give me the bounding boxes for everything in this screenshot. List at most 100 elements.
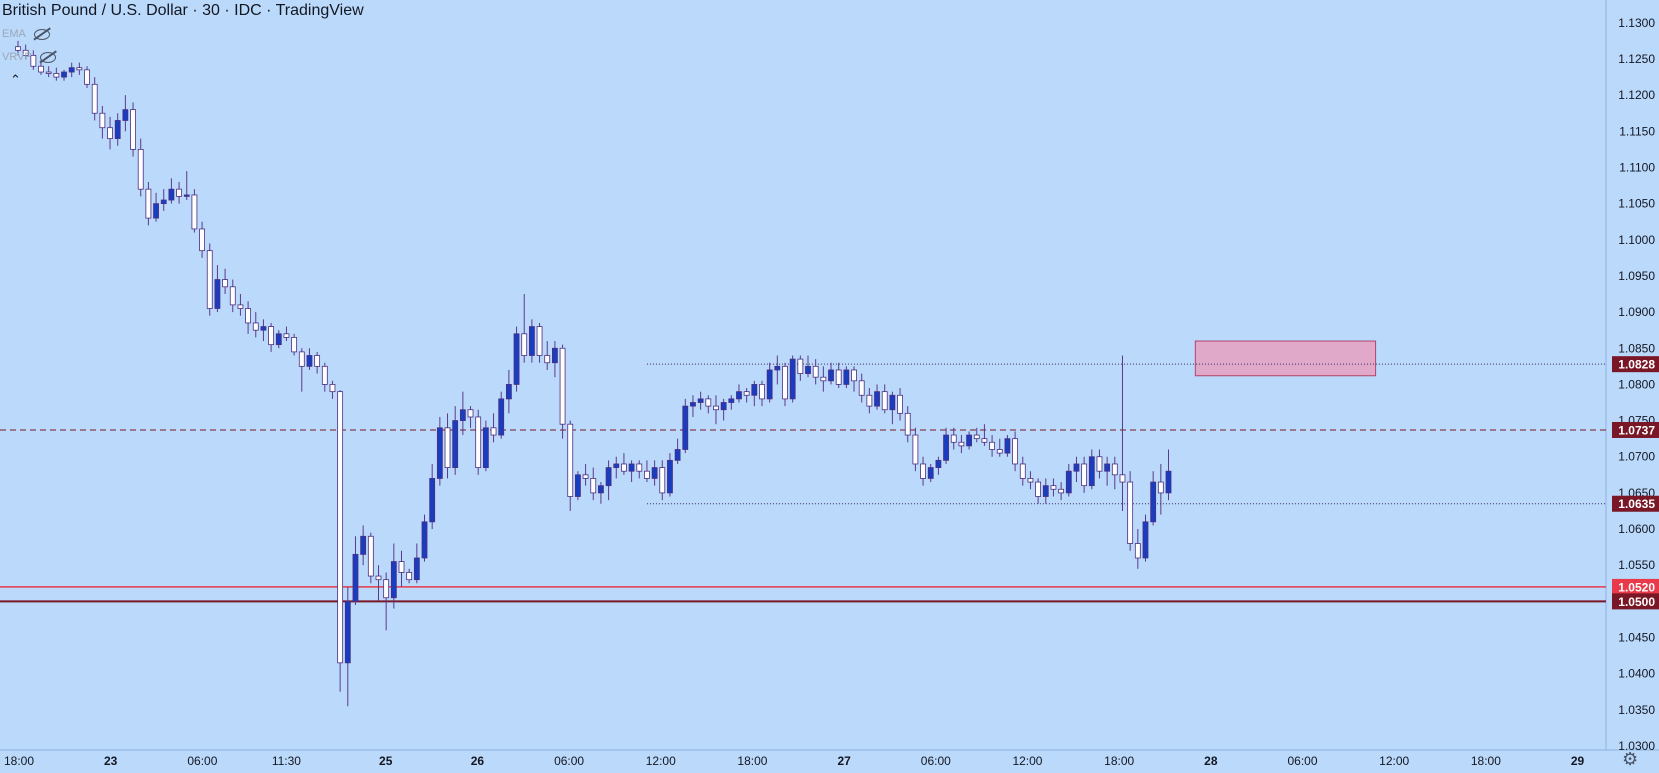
time-tick-label: 18:00 (737, 754, 767, 768)
candle-body (459, 409, 466, 421)
candle-body (291, 337, 298, 353)
candle-body (505, 384, 512, 400)
candle-body (398, 561, 405, 573)
hidden-eye-icon[interactable] (39, 52, 56, 63)
candle-body (1142, 521, 1149, 559)
candle-body (667, 459, 673, 494)
candle-body (552, 347, 558, 364)
candle-body (298, 351, 305, 367)
price-tick-label: 1.0600 (1618, 522, 1655, 536)
price-tick-label: 1.1250 (1618, 52, 1655, 66)
candle-body (851, 369, 857, 382)
collapse-legend-chevron-icon[interactable]: ⌃ (10, 72, 21, 87)
candle-body (820, 376, 827, 382)
price-marker[interactable] (1612, 578, 1659, 595)
candle-body (176, 188, 182, 197)
time-tick-label: 12:00 (1379, 754, 1409, 768)
settings-gear-icon[interactable]: ⚙ (1622, 749, 1639, 769)
time-tick-label: 25 (379, 754, 393, 768)
candle-body (966, 434, 972, 447)
price-marker-label: 1.0520 (1618, 580, 1655, 594)
candle-body (904, 412, 911, 436)
indicator-vrvp[interactable]: VRVP (2, 51, 56, 64)
price-marker[interactable] (1612, 421, 1659, 438)
candle-body (245, 308, 252, 324)
candle-body (651, 467, 658, 479)
candle-body (114, 120, 121, 139)
symbol-title[interactable]: British Pound / U.S. Dollar (2, 2, 188, 19)
price-tick-label: 1.0900 (1618, 305, 1655, 319)
candle-body (137, 148, 144, 190)
candle-body (858, 380, 865, 396)
candle-body (413, 557, 420, 581)
price-tick-label: 1.0300 (1618, 739, 1655, 753)
price-marker[interactable] (1612, 593, 1659, 610)
price-marker[interactable] (1612, 356, 1659, 373)
indicator-vrvp-label: VRVP (2, 51, 32, 63)
candle-body (728, 398, 735, 403)
candle-body (782, 365, 788, 400)
candle-body (360, 535, 367, 555)
candle-body (912, 434, 919, 465)
interval-label[interactable]: 30 (202, 2, 220, 19)
time-tick-label: 06:00 (1288, 754, 1318, 768)
candle-body (828, 369, 834, 382)
candle-body (996, 449, 1003, 454)
candle-body (229, 286, 236, 306)
candle-body (1065, 470, 1072, 494)
candle-body (467, 409, 474, 418)
time-tick-label: 18:00 (1471, 754, 1501, 768)
indicator-ema-label: EMA (2, 28, 26, 40)
candle-body (513, 333, 520, 385)
candle-body (736, 391, 742, 400)
candle-body (943, 434, 949, 461)
candle-body (805, 365, 811, 374)
candle-body (183, 194, 190, 197)
candle-body (690, 402, 696, 407)
price-tick-label: 1.0700 (1618, 450, 1655, 464)
candle-body (743, 391, 750, 396)
candle-body (199, 228, 205, 252)
candle-body (329, 384, 336, 393)
candle-body (920, 463, 926, 479)
candle-body (1035, 481, 1042, 497)
time-tick-label: 12:00 (646, 754, 676, 768)
candle-body (1073, 463, 1080, 472)
candle-body (636, 463, 643, 472)
candle-body (22, 49, 29, 56)
source-label: IDC (234, 2, 262, 19)
candle-body (1165, 470, 1172, 494)
indicator-ema[interactable]: EMA (2, 28, 56, 41)
candle-body (498, 398, 505, 436)
candle-body (697, 398, 704, 403)
price-tick-label: 1.1300 (1618, 16, 1655, 30)
candle-body (1157, 481, 1164, 494)
candle-body (30, 54, 37, 67)
candle-body (38, 65, 44, 73)
time-tick-label: 06:00 (187, 754, 217, 768)
candle-body (621, 463, 627, 472)
candle-body (214, 279, 221, 309)
resistance-zone[interactable] (1194, 340, 1377, 377)
price-tick-label: 1.1200 (1618, 88, 1655, 102)
candle-body (268, 326, 275, 346)
candle-body (575, 474, 581, 497)
time-tick-label: 18:00 (1104, 754, 1134, 768)
candle-body (367, 535, 374, 577)
candle-body (843, 369, 850, 385)
candle-body (674, 449, 681, 461)
candle-body (866, 394, 873, 407)
hidden-eye-icon[interactable] (33, 29, 50, 40)
candle-body (1104, 463, 1111, 472)
price-tick-label: 1.0400 (1618, 667, 1655, 681)
candle-body (252, 322, 259, 331)
price-marker[interactable] (1612, 495, 1659, 512)
candle-body (559, 347, 566, 425)
candle-body (973, 434, 980, 440)
candle-body (15, 46, 21, 51)
candle-body (53, 73, 60, 78)
candle-body (1150, 481, 1157, 523)
price-tick-label: 1.1100 (1619, 160, 1655, 174)
candle-body (720, 402, 727, 411)
